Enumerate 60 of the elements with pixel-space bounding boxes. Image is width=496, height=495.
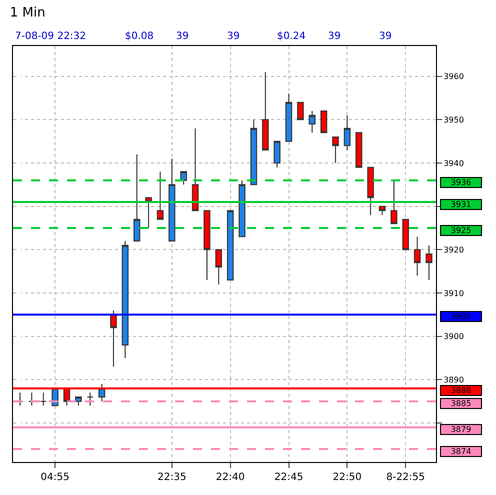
text: 39	[176, 31, 189, 42]
ref-line-label: 3885	[450, 399, 472, 408]
candlestick	[180, 171, 187, 186]
candlestick	[332, 136, 339, 164]
text: $0.08	[125, 31, 154, 42]
candlestick	[192, 128, 199, 212]
candlestick	[297, 102, 304, 120]
candlestick	[226, 210, 234, 280]
y-tick-label: 3920	[444, 245, 464, 254]
candlestick	[215, 249, 222, 285]
ref-line-label: 3905	[450, 312, 472, 321]
candlestick	[402, 218, 409, 250]
y-tick-label: 3900	[444, 332, 464, 342]
candlestick	[75, 396, 82, 406]
candlestick	[426, 244, 432, 280]
x-tick-label: 8-22:55	[386, 472, 426, 483]
y-tick-label: 3890	[444, 375, 464, 384]
candlestick	[40, 392, 47, 406]
ref-line-label: 3931	[450, 200, 472, 209]
text: 39	[379, 31, 392, 42]
candlestick	[86, 392, 94, 406]
candlestick	[262, 72, 269, 150]
y-tick-label: 3910	[444, 288, 464, 298]
candlestick	[285, 93, 292, 142]
text: $0.24	[277, 31, 306, 42]
y-tick-label: 3960	[444, 72, 464, 82]
ref-line-label: 3925	[450, 226, 472, 235]
candlestick	[250, 119, 258, 186]
candlestick	[145, 197, 152, 228]
candlestick	[414, 236, 421, 276]
x-tick-label: 22:50	[332, 472, 362, 483]
candlestick	[356, 132, 362, 168]
y-tick-label: 3940	[444, 158, 464, 168]
ref-line-label: 3879	[450, 425, 472, 434]
ref-line-label: 3874	[450, 447, 472, 456]
candlestick	[308, 110, 316, 134]
candlestick	[168, 158, 176, 242]
x-tick-label: 22:40	[216, 472, 245, 483]
candlestick	[156, 171, 164, 220]
text: 39	[328, 31, 341, 42]
candlestick	[320, 110, 328, 134]
candlestick	[204, 210, 210, 280]
candlestick	[110, 310, 117, 368]
text: 7-08-09 22:32	[15, 31, 86, 42]
x-tick-label: 22:35	[158, 472, 186, 483]
y-tick-label: 3950	[444, 115, 464, 124]
text: 39	[227, 31, 240, 42]
candlestick	[134, 154, 140, 242]
x-tick-label: 04:55	[40, 472, 70, 483]
candlestick	[238, 180, 246, 238]
candlestick	[122, 240, 129, 358]
ref-line-label: 3936	[450, 178, 472, 187]
chart-title: 1 Min	[10, 6, 46, 21]
candlestick	[367, 166, 374, 216]
candlestick	[274, 140, 280, 168]
x-tick-label: 22:45	[274, 472, 304, 483]
ref-line-label: 3888	[450, 386, 472, 395]
candlestick	[344, 114, 351, 150]
candlestick	[390, 180, 398, 224]
candlestick	[378, 206, 386, 216]
